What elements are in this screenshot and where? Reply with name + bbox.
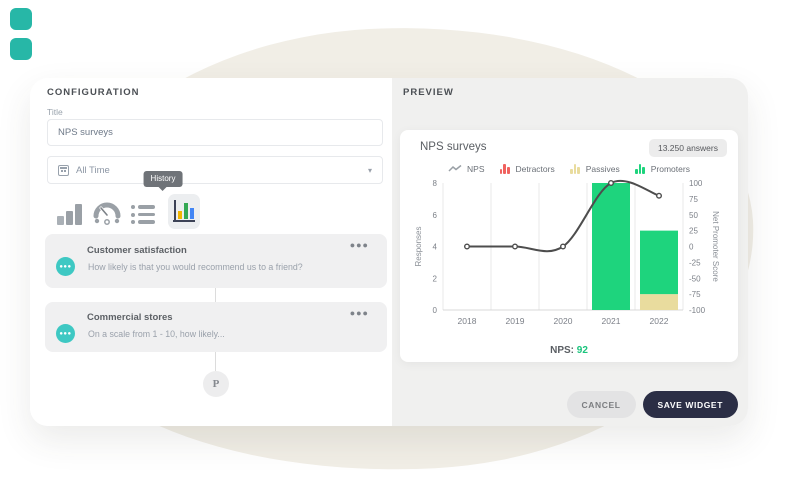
question-title: Commercial stores <box>87 312 173 323</box>
preview-heading: PREVIEW <box>403 87 454 98</box>
question-menu-icon[interactable]: ●●● <box>349 240 369 250</box>
legend-item-passives[interactable]: Passives <box>569 163 620 174</box>
connector-line <box>215 288 216 302</box>
svg-text:2019: 2019 <box>506 316 525 326</box>
question-title: Customer satisfaction <box>87 245 187 256</box>
svg-text:6: 6 <box>433 211 438 220</box>
svg-text:50: 50 <box>689 211 698 220</box>
configuration-heading: CONFIGURATION <box>47 87 140 98</box>
chart-type-gauge-icon[interactable] <box>92 199 122 229</box>
svg-text:-50: -50 <box>689 274 701 283</box>
svg-text:2020: 2020 <box>554 316 573 326</box>
configuration-panel: CONFIGURATION Title All Time ▾ History <box>30 78 392 426</box>
time-range-select[interactable]: All Time ▾ <box>47 156 383 184</box>
question-menu-icon[interactable]: ●●● <box>349 308 369 318</box>
question-card-customer-satisfaction[interactable]: ●●● Customer satisfaction How likely is … <box>45 234 387 288</box>
chevron-down-icon: ▾ <box>367 165 372 175</box>
svg-text:2: 2 <box>433 274 438 283</box>
nps-chart-card: NPS surveys 13.250 answers NPS Detractor… <box>400 130 738 362</box>
preview-panel: PREVIEW NPS surveys 13.250 answers NPS D… <box>392 78 748 426</box>
svg-text:Net Promoter Score: Net Promoter Score <box>711 211 720 282</box>
svg-text:-100: -100 <box>689 306 706 315</box>
decorative-square-bottom <box>10 38 32 60</box>
legend-item-detractors[interactable]: Detractors <box>499 163 555 174</box>
title-field-label: Title <box>47 107 63 117</box>
svg-text:2018: 2018 <box>458 316 477 326</box>
legend-label: Promoters <box>650 163 690 174</box>
title-input[interactable] <box>47 119 383 146</box>
line-series-icon <box>448 164 462 172</box>
brand-logo: P <box>203 371 229 397</box>
chart-type-history-icon-selected[interactable] <box>168 194 200 229</box>
svg-text:Responses: Responses <box>414 226 423 266</box>
svg-text:0: 0 <box>433 306 438 315</box>
bar-series-icon <box>569 163 582 174</box>
question-type-icon: ●●● <box>56 257 75 276</box>
nps-combo-chart: 0 2 4 6 8 -100 -75 -50 -25 0 25 50 75 100 2018 2019 2020… <box>414 179 720 326</box>
calendar-icon <box>58 164 69 176</box>
legend-label: Passives <box>585 163 620 174</box>
cancel-button[interactable]: CANCEL <box>566 391 636 418</box>
chart-title: NPS surveys <box>420 141 487 153</box>
action-buttons: CANCEL SAVE WIDGET <box>566 391 738 418</box>
svg-text:2022: 2022 <box>650 316 669 326</box>
svg-text:-25: -25 <box>689 258 701 267</box>
answers-count-badge: 13.250 answers <box>648 139 727 157</box>
svg-text:25: 25 <box>689 227 698 236</box>
bar-series-icon <box>634 163 647 174</box>
svg-text:100: 100 <box>689 179 703 188</box>
connector-line <box>215 352 216 371</box>
save-widget-button[interactable]: SAVE WIDGET <box>642 391 738 418</box>
svg-text:-75: -75 <box>689 290 701 299</box>
nps-value: 92 <box>576 345 588 356</box>
chart-type-bar-icon[interactable] <box>55 199 83 229</box>
bar-series-icon <box>499 163 512 174</box>
widget-editor-window: CONFIGURATION Title All Time ▾ History <box>30 78 748 426</box>
decorative-square-top <box>10 8 32 30</box>
chart-legend: NPS Detractors Passives Promoters <box>400 163 738 174</box>
nps-label: NPS: <box>550 345 574 356</box>
svg-text:4: 4 <box>433 243 438 252</box>
svg-text:2021: 2021 <box>602 316 621 326</box>
history-tooltip: History <box>143 171 183 187</box>
chart-type-list-icon[interactable] <box>131 199 159 229</box>
question-subtitle: On a scale from 1 - 10, how likely... <box>88 329 225 339</box>
svg-text:0: 0 <box>689 243 694 252</box>
svg-text:75: 75 <box>689 195 698 204</box>
chart-type-picker <box>55 194 200 229</box>
legend-label: NPS <box>467 163 485 174</box>
svg-text:8: 8 <box>433 179 438 188</box>
time-range-value: All Time <box>76 164 110 176</box>
nps-score-footer: NPS: 92 <box>400 345 738 356</box>
legend-label: Detractors <box>515 163 555 174</box>
legend-item-nps[interactable]: NPS <box>448 163 485 174</box>
question-type-icon: ●●● <box>56 324 75 343</box>
question-card-commercial-stores[interactable]: ●●● Commercial stores On a scale from 1 … <box>45 302 387 352</box>
question-subtitle: How likely is that you would recommend u… <box>88 262 303 272</box>
legend-item-promoters[interactable]: Promoters <box>634 163 690 174</box>
